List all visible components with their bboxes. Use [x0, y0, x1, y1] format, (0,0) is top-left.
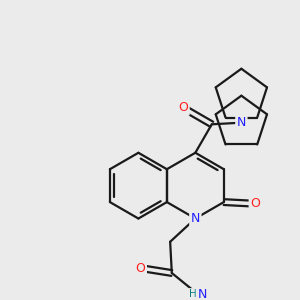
Text: H: H	[189, 290, 197, 299]
Text: O: O	[250, 197, 260, 210]
Text: N: N	[237, 116, 246, 129]
Text: O: O	[136, 262, 146, 275]
Text: N: N	[191, 212, 200, 225]
Text: O: O	[178, 101, 188, 114]
Text: N: N	[197, 288, 207, 300]
